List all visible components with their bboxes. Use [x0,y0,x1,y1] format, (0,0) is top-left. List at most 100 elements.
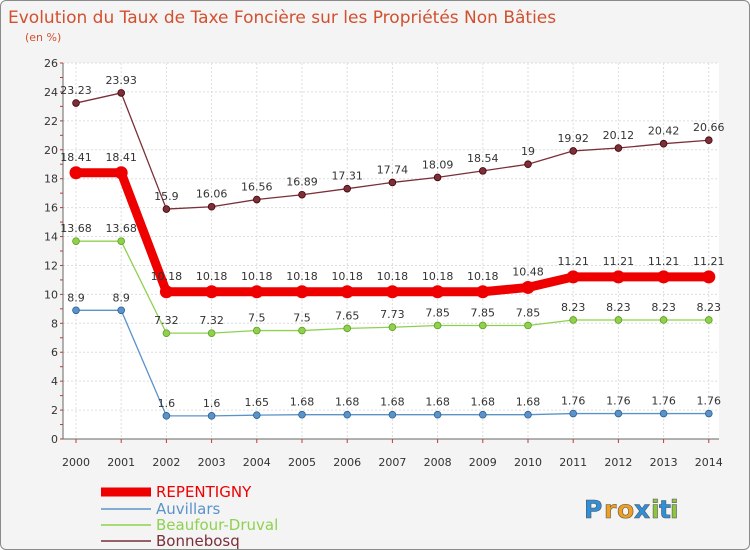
point-bonnebosq [614,144,623,152]
y-tick-label: 12 [44,259,58,272]
data-label-beaufour-druval: 8.23 [561,301,586,314]
data-label-auvillars: 1.65 [245,396,270,409]
data-label-repentigny: 10.18 [241,270,273,283]
data-label-bonnebosq: 16.06 [196,188,228,201]
data-label-beaufour-druval: 7.32 [199,314,224,327]
x-tick-label: 2010 [514,456,542,469]
point-bonnebosq [72,99,80,107]
point-repentigny [385,285,399,299]
point-bonnebosq [162,205,171,213]
data-label-bonnebosq: 17.31 [331,170,363,183]
point-beaufour-druval [162,329,171,337]
point-bonnebosq [478,167,487,175]
chart-subtitle: (en %) [25,31,61,44]
grid [63,62,719,440]
point-beaufour-druval [253,326,261,335]
point-beaufour-druval [298,326,306,335]
logo-letter: x [634,495,650,524]
point-bonnebosq [207,202,216,211]
logo-letter: r [604,495,617,524]
data-label-repentigny: 10.18 [422,270,454,283]
legend: REPENTIGNYAuvillarsBeaufour-DruvalBonneb… [101,483,278,549]
x-tick-label: 2006 [333,456,361,469]
data-label-auvillars: 1.6 [158,397,176,410]
x-tick-label: 2002 [152,456,180,469]
data-label-bonnebosq: 20.66 [693,121,725,134]
point-beaufour-druval [569,316,577,324]
logo-letter: i [670,495,679,524]
point-auvillars [162,412,171,420]
data-label-bonnebosq: 23.93 [105,74,137,87]
y-tick-label: 4 [51,375,58,388]
data-label-repentigny: 10.48 [512,265,544,278]
point-repentigny [69,166,83,180]
plot-area [63,63,719,439]
point-beaufour-druval [388,323,397,332]
data-label-repentigny: 10.18 [331,270,363,283]
logo-letter: i [651,495,660,524]
data-label-beaufour-druval: 7.85 [425,306,450,319]
point-bonnebosq [569,147,577,155]
point-beaufour-druval [207,329,216,337]
data-label-bonnebosq: 16.56 [241,181,273,194]
x-tick-label: 2009 [469,456,497,469]
data-label-auvillars: 8.9 [112,291,130,304]
y-tick-label: 24 [44,86,58,99]
data-label-auvillars: 1.68 [516,396,541,409]
data-label-bonnebosq: 20.12 [603,129,635,142]
data-label-auvillars: 1.68 [335,396,360,409]
point-auvillars [478,410,487,419]
data-label-bonnebosq: 16.89 [286,176,318,189]
point-beaufour-druval [343,324,352,333]
data-label-auvillars: 1.76 [697,395,722,408]
x-tick-label: 2003 [198,456,226,469]
y-tick-label: 22 [44,115,58,128]
data-label-beaufour-druval: 7.65 [335,309,360,322]
data-label-auvillars: 1.76 [651,395,676,408]
data-label-repentigny: 18.41 [105,151,137,164]
data-label-bonnebosq: 23.23 [60,84,92,97]
x-tick-label: 2004 [243,456,271,469]
data-label-beaufour-druval: 7.85 [471,306,496,319]
point-bonnebosq [253,195,261,204]
x-tick-label: 2001 [107,456,135,469]
point-repentigny [159,285,173,299]
data-label-repentigny: 10.18 [286,270,318,283]
legend-label-bonnebosq: Bonnebosq [156,532,240,549]
data-label-beaufour-druval: 7.5 [248,312,266,325]
x-tick-label: 2013 [650,456,678,469]
legend-label-auvillars: Auvillars [156,500,221,518]
y-tick-label: 0 [51,433,58,446]
data-label-auvillars: 1.76 [606,395,631,408]
data-label-beaufour-druval: 13.68 [60,222,92,235]
y-tick-label: 8 [51,317,58,330]
point-auvillars [117,306,125,315]
x-tick-label: 2005 [288,456,316,469]
data-label-auvillars: 1.68 [380,396,405,409]
x-tick-label: 2011 [559,456,587,469]
y-tick-label: 2 [51,404,58,417]
y-tick-label: 14 [44,231,58,244]
data-label-repentigny: 18.41 [60,151,92,164]
point-repentigny [702,270,716,284]
data-label-bonnebosq: 19.92 [557,132,589,145]
point-repentigny [611,270,625,284]
data-label-auvillars: 1.68 [425,396,450,409]
point-beaufour-druval [614,316,623,324]
logo-letter: P [584,495,602,524]
point-auvillars [343,410,352,419]
data-label-repentigny: 11.21 [557,255,589,268]
data-label-bonnebosq: 20.42 [648,125,680,138]
point-bonnebosq [388,178,397,187]
data-label-beaufour-druval: 7.85 [516,306,541,319]
series-group [69,89,716,420]
x-tick-label: 2000 [62,456,90,469]
data-label-auvillars: 1.68 [290,396,315,409]
data-label-bonnebosq: 19 [521,145,535,158]
logo-letter: t [659,495,671,524]
point-beaufour-druval [478,321,487,330]
data-labels: 18.41 18.41 10.18 10.18 10.18 10.18 10.18 10.18… [60,74,724,410]
